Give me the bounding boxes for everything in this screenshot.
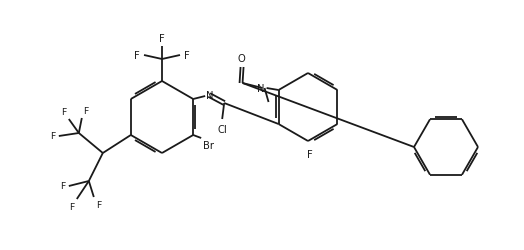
Text: F: F (307, 150, 313, 159)
Text: O: O (238, 54, 245, 64)
Text: F: F (61, 182, 66, 191)
Text: F: F (134, 51, 140, 61)
Text: F: F (51, 132, 56, 141)
Text: Br: Br (203, 140, 214, 150)
Text: Cl: Cl (217, 124, 227, 134)
Text: F: F (184, 51, 190, 61)
Text: F: F (159, 34, 165, 44)
Text: N: N (257, 84, 265, 94)
Text: F: F (83, 106, 88, 116)
Text: F: F (96, 200, 101, 209)
Text: N: N (206, 91, 214, 101)
Text: F: F (62, 108, 67, 116)
Text: F: F (70, 202, 75, 211)
